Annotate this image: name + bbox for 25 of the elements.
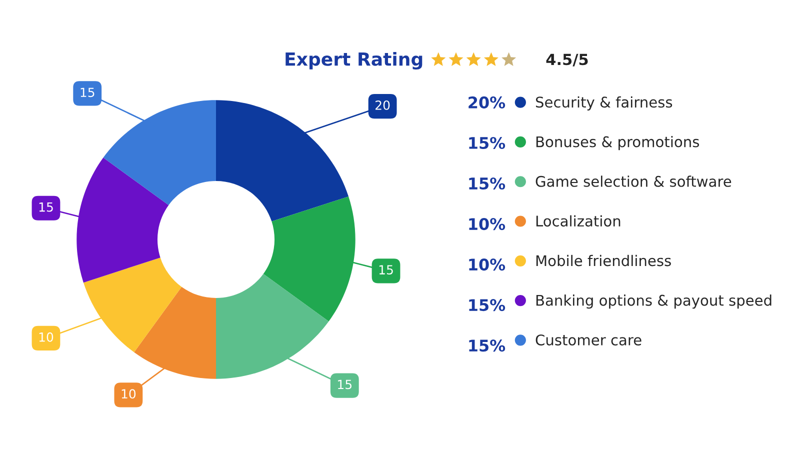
legend-label: Customer care (536, 334, 642, 346)
legend-label: Bonuses & promotions (536, 136, 700, 150)
legend-label: Security & fairness (536, 96, 672, 110)
text: 10% (469, 218, 506, 230)
text: 15% (469, 340, 506, 352)
data-label: 10 (39, 332, 54, 342)
legend-label: Game selection & software (536, 176, 732, 187)
donut-slice (103, 100, 216, 206)
data-label: 15 (39, 202, 53, 212)
text: 10% (469, 258, 506, 271)
text: 20% (468, 96, 506, 109)
data-label: 15 (80, 88, 94, 98)
data-label: 10 (122, 389, 136, 399)
donut-slice (216, 274, 329, 379)
text: 15% (469, 299, 506, 312)
data-label: 20 (376, 100, 390, 110)
legend-label: Localization (536, 215, 620, 227)
data-label: 15 (379, 265, 393, 275)
text: 15% (469, 177, 506, 190)
text: 4.5/5 (546, 54, 588, 66)
legend-label: Banking options & payout speed (536, 294, 772, 309)
legend-label: Mobile friendliness (536, 254, 671, 266)
data-label: 15 (338, 380, 352, 390)
text: 15% (469, 136, 506, 150)
chart-title: Expert Rating (286, 52, 422, 70)
